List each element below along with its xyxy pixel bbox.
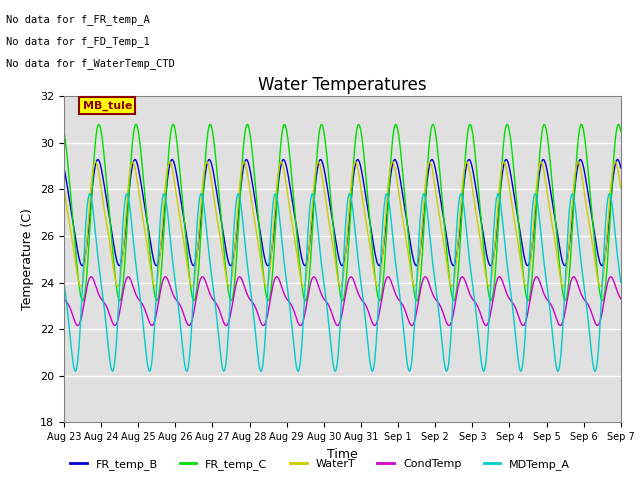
FR_temp_C [60,128,68,134]
WaterT [426,159,433,165]
Line: FR_temp_B: FR_temp_B [64,159,621,265]
FR_temp_B [606,204,614,209]
MDTemp_A [274,200,282,205]
Title: Water Temperatures: Water Temperatures [258,76,427,95]
CondTemp [617,296,625,301]
CondTemp [157,288,164,293]
FR_temp_C [606,213,614,219]
FR_temp_B [60,165,68,171]
MDTemp_A [124,192,131,197]
FR_temp_B [547,186,554,192]
WaterT [298,281,306,287]
WaterT [547,210,554,216]
FR_temp_C [157,278,164,284]
X-axis label: Time: Time [327,448,358,461]
MDTemp_A [457,191,465,197]
Line: MDTemp_A: MDTemp_A [64,194,621,371]
FR_temp_B [274,187,282,193]
WaterT [617,185,625,191]
FR_temp_B [124,205,131,211]
Text: No data for f_WaterTemp_CTD: No data for f_WaterTemp_CTD [6,58,175,69]
WaterT [225,284,233,289]
Y-axis label: Temperature (C): Temperature (C) [22,208,35,310]
FR_temp_C [298,283,306,288]
WaterT [124,192,131,197]
CondTemp [124,274,131,280]
WaterT [606,190,614,195]
MDTemp_A [220,368,228,374]
WaterT [60,185,68,191]
Text: No data for f_FR_temp_A: No data for f_FR_temp_A [6,14,150,25]
CondTemp [274,274,282,280]
CondTemp [60,296,68,301]
Legend: FR_temp_B, FR_temp_C, WaterT, CondTemp, MDTemp_A: FR_temp_B, FR_temp_C, WaterT, CondTemp, … [65,455,575,474]
MDTemp_A [606,192,614,198]
MDTemp_A [157,214,164,219]
Line: FR_temp_C: FR_temp_C [64,124,621,301]
CondTemp [606,274,614,280]
FR_temp_C [392,121,399,127]
CondTemp [298,322,305,327]
FR_temp_B [205,156,213,162]
FR_temp_B [157,246,164,252]
CondTemp [607,274,614,280]
FR_temp_C [264,298,272,304]
CondTemp [593,323,601,328]
FR_temp_C [547,160,554,166]
Line: WaterT: WaterT [64,162,621,287]
FR_temp_C [274,186,282,192]
MDTemp_A [617,280,625,286]
MDTemp_A [547,310,554,315]
MDTemp_A [298,342,306,348]
FR_temp_B [617,165,625,171]
FR_temp_B [486,263,494,268]
FR_temp_B [298,255,306,261]
WaterT [157,246,164,252]
WaterT [274,174,282,180]
FR_temp_C [124,216,131,222]
Text: MB_tule: MB_tule [83,101,132,111]
FR_temp_C [617,128,625,134]
Text: No data for f_FD_Temp_1: No data for f_FD_Temp_1 [6,36,150,47]
Line: CondTemp: CondTemp [64,277,621,325]
MDTemp_A [60,280,68,286]
CondTemp [546,300,554,306]
